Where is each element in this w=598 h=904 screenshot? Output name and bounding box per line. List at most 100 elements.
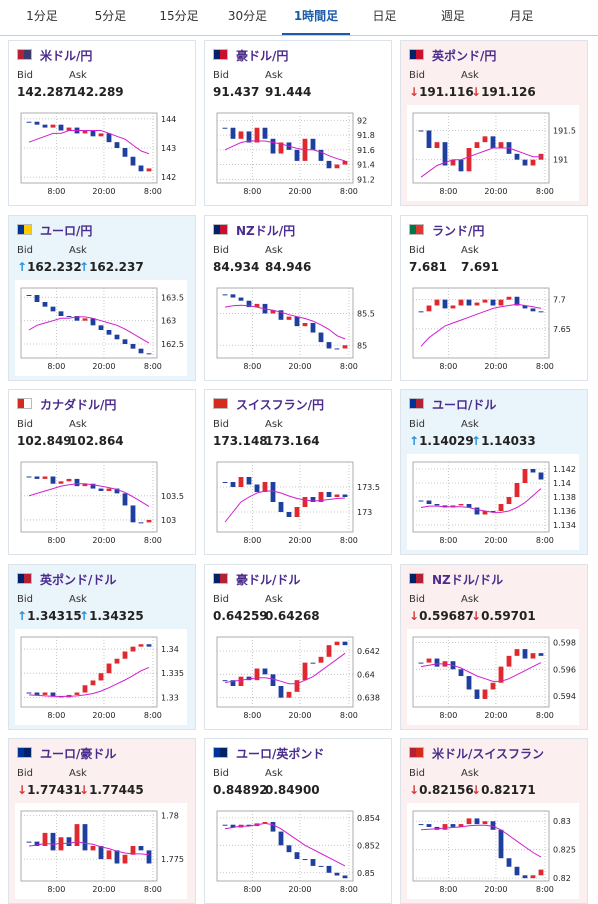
pair-name[interactable]: カナダドル/円 [17, 396, 116, 413]
flag [17, 747, 32, 758]
candle [530, 652, 536, 659]
tab[interactable]: 週足 [440, 9, 465, 23]
candle [138, 522, 144, 524]
candle [418, 310, 424, 312]
candle [482, 136, 488, 143]
pair-name[interactable]: ユーロ/豪ドル [17, 745, 116, 762]
y-tick-label: 0.598 [553, 638, 576, 647]
ask-price: 102.864 [69, 434, 124, 448]
candle [270, 309, 276, 313]
candle [26, 841, 32, 843]
quote-card[interactable]: 米ドル/円 Bid Ask 142.287 142.289 142 143 144 8:00 20… [8, 40, 196, 206]
pair-label: スイスフラン/円 [236, 398, 325, 412]
quote-card[interactable]: ユーロ/英ポンド Bid Ask 0.84892 0.84900 0.85 0.852 0.8… [204, 738, 392, 904]
quote-card[interactable]: 英ポンド/円 Bid Ask ↓191.116 ↓191.126 191 191.5 8:00… [400, 40, 588, 206]
pair-name[interactable]: 豪ドル/円 [213, 47, 288, 64]
mini-chart[interactable]: 0.638 0.64 0.642 8:00 20:00 8:00 [211, 628, 383, 725]
x-tick-label: 8:00 [340, 711, 358, 720]
quote-card[interactable]: NZドル/円 Bid Ask 84.934 84.946 85 85.5 8:00 20:00 8… [204, 214, 392, 381]
pair-name[interactable]: 英ポンド/ドル [17, 571, 116, 588]
quote-card[interactable]: 英ポンド/ドル Bid Ask ↑1.34315 ↑1.34325 1.33 1.335 1.… [8, 563, 196, 730]
pair-label: ユーロ/英ポンド [236, 747, 325, 761]
candle [74, 315, 80, 321]
mini-chart[interactable]: 1.134 1.136 1.138 1.14 1.142 8:00 20:00 8:00 [407, 454, 579, 550]
quote-card[interactable]: ユーロ/豪ドル Bid Ask ↓1.77431 ↓1.77445 1.775 1.78 8:… [8, 738, 196, 904]
pair-name[interactable]: 米ドル/スイスフラン [409, 745, 544, 762]
candle [450, 159, 456, 166]
quote-card[interactable]: カナダドル/円 Bid Ask 102.849 102.864 103 103.5 8:00 2… [8, 389, 196, 555]
pair-name[interactable]: スイスフラン/円 [213, 396, 324, 413]
tab-bar: 1分足 5分足 15分足 30分足 1時間足 日足 週足 月足 [0, 0, 598, 36]
quote-card[interactable]: 豪ドル/ドル Bid Ask 0.64259 0.64268 0.638 0.64 0.642… [204, 563, 392, 730]
plot-frame [216, 810, 354, 882]
candle [246, 477, 252, 485]
tab[interactable]: 1分足 [26, 9, 58, 23]
quote-card[interactable]: 豪ドル/円 Bid Ask 91.437 91.444 91.2 91.4 91.6 91.8 9… [204, 40, 392, 206]
mini-chart[interactable]: 91.2 91.4 91.6 91.8 92 8:00 20:00 8:00 [211, 105, 383, 201]
mini-chart[interactable]: 162.5 163 163.5 8:00 20:00 8:00 [15, 279, 187, 376]
pair-name[interactable]: 英ポンド/円 [409, 47, 496, 64]
quote-card[interactable]: ランド/円 Bid Ask 7.681 7.691 7.65 7.7 8:00 20:00 8:0… [400, 214, 588, 381]
candle [278, 502, 284, 512]
x-tick-label: 8:00 [144, 536, 162, 545]
moving-average [28, 315, 150, 344]
pair-name[interactable]: ユーロ/円 [17, 222, 92, 239]
quote-card[interactable]: 米ドル/スイスフラン Bid Ask ↓0.82156 ↓0.82171 0.82 0.82… [400, 738, 588, 904]
moving-average [420, 303, 542, 347]
tab[interactable]: 1時間足 [282, 0, 350, 35]
mini-chart[interactable]: 85 85.5 8:00 20:00 8:00 [211, 279, 383, 376]
y-tick-label: 0.82 [553, 874, 571, 883]
candle [254, 484, 260, 492]
y-tick-label: 163.5 [161, 293, 184, 302]
candle [98, 672, 104, 680]
x-tick-label: 20:00 [484, 362, 507, 371]
x-tick-label: 8:00 [439, 711, 457, 720]
mini-chart[interactable]: 0.594 0.596 0.598 8:00 20:00 8:00 [407, 628, 579, 725]
pair-name[interactable]: 米ドル/円 [17, 47, 92, 64]
mini-chart[interactable]: 103 103.5 8:00 20:00 8:00 [15, 454, 187, 550]
y-tick-label: 1.33 [161, 693, 179, 702]
quote-card[interactable]: ユーロ/ドル Bid Ask ↑1.14029 ↑1.14033 1.134 1.136 1.… [400, 389, 588, 555]
moving-average [420, 147, 541, 178]
candle [458, 668, 464, 676]
pair-name[interactable]: ユーロ/ドル [409, 396, 496, 413]
candle [458, 159, 464, 172]
candle [90, 679, 96, 685]
mini-chart[interactable]: 173 173.5 8:00 20:00 8:00 [211, 454, 383, 550]
candle [26, 121, 32, 123]
x-tick-label: 20:00 [288, 711, 311, 720]
tab[interactable]: 月足 [509, 9, 534, 23]
ask-value: 0.64268 [265, 609, 320, 623]
mini-chart[interactable]: 1.33 1.335 1.34 8:00 20:00 8:00 [15, 628, 187, 725]
mini-chart[interactable]: 142 143 144 8:00 20:00 8:00 [15, 105, 187, 201]
tab[interactable]: 日足 [372, 9, 397, 23]
mini-chart[interactable]: 0.82 0.825 0.83 8:00 20:00 8:00 [407, 803, 579, 899]
mini-chart[interactable]: 1.775 1.78 8:00 20:00 8:00 [15, 803, 187, 899]
candle [334, 872, 340, 876]
pair-name[interactable]: NZドル/ドル [409, 571, 503, 588]
candle [426, 500, 432, 504]
quote-card[interactable]: NZドル/ドル Bid Ask ↓0.59687 ↓0.59701 0.594 0.596 0… [400, 563, 588, 730]
candle [466, 675, 472, 689]
mini-chart[interactable]: 7.65 7.7 8:00 20:00 8:00 [407, 279, 579, 376]
tab[interactable]: 5分足 [94, 9, 127, 23]
plot-frame [20, 287, 158, 358]
x-tick-label: 8:00 [340, 536, 358, 545]
pair-name[interactable]: ユーロ/英ポンド [213, 745, 324, 762]
mini-chart[interactable]: 191 191.5 8:00 20:00 8:00 [407, 105, 579, 201]
mini-chart[interactable]: 0.85 0.852 0.854 8:00 20:00 8:00 [211, 803, 383, 899]
candle [418, 130, 424, 132]
pair-name[interactable]: NZドル/円 [213, 222, 295, 239]
tab[interactable]: 15分足 [159, 9, 199, 23]
pair-name[interactable]: ランド/円 [409, 222, 484, 239]
y-tick-label: 0.854 [357, 814, 380, 823]
pair-name[interactable]: 豪ドル/ドル [213, 571, 300, 588]
candle [318, 149, 324, 161]
quote-card[interactable]: スイスフラン/円 Bid Ask 173.148 173.164 173 173.5 8:00… [204, 389, 392, 555]
y-tick-label: 85 [357, 341, 367, 350]
ask-price: 1.34325 [89, 608, 144, 623]
y-tick-label: 1.335 [161, 669, 184, 678]
tab[interactable]: 30分足 [227, 9, 268, 23]
quote-card[interactable]: ユーロ/円 Bid Ask ↑162.232 ↑162.237 162.5 163 163.5… [8, 214, 196, 381]
candle [538, 869, 544, 876]
